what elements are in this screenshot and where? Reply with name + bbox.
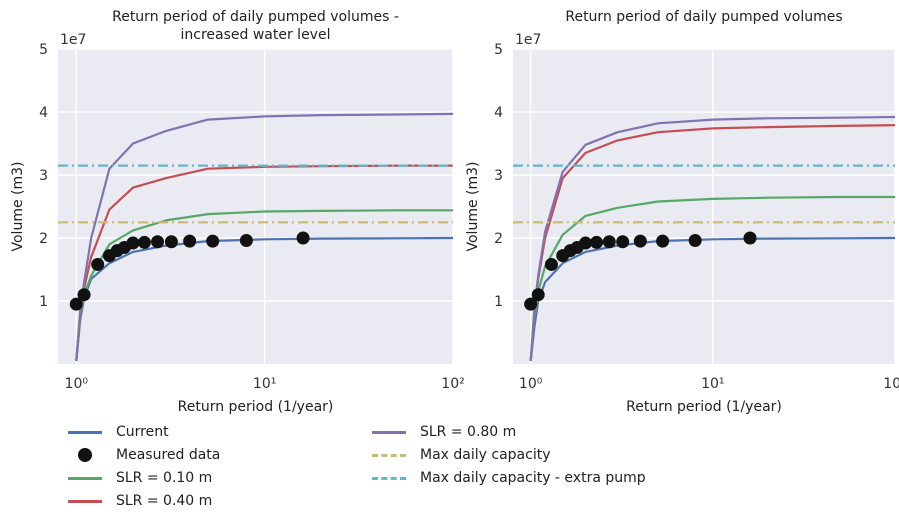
plot-area bbox=[58, 49, 453, 364]
legend-item-slr-080: SLR = 0.80 m bbox=[372, 420, 646, 443]
data-point-measured-data bbox=[616, 235, 630, 249]
data-point-measured-data bbox=[296, 231, 310, 245]
y-tick-label: 1 bbox=[39, 294, 48, 310]
chart-panel-right: 1 2 3 4 5 10⁰ 10¹ 10² 1e7 Return period of daily … bbox=[465, 9, 899, 415]
data-point-measured-data bbox=[77, 288, 91, 302]
y-offset-label: 1e7 bbox=[515, 32, 541, 48]
x-axis-label: Return period (1/year) bbox=[178, 399, 334, 415]
chart-title-line: Return period of daily pumped volumes bbox=[565, 9, 842, 25]
y-tick-label: 5 bbox=[39, 42, 48, 58]
legend-swatch-max-daily-capacity-extra-pump bbox=[372, 472, 406, 484]
x-tick-label: 10² bbox=[441, 376, 464, 392]
legend-item-max-daily-capacity: Max daily capacity bbox=[372, 443, 646, 466]
data-point-measured-data bbox=[206, 234, 220, 248]
data-point-measured-data bbox=[578, 236, 592, 250]
plot-area bbox=[513, 49, 895, 364]
y-tick-label: 3 bbox=[494, 168, 503, 184]
data-point-measured-data bbox=[544, 257, 558, 271]
legend-item-measured-data: Measured data bbox=[68, 443, 220, 466]
x-tick-label: 10² bbox=[883, 376, 899, 392]
data-point-measured-data bbox=[688, 234, 702, 248]
y-axis-label: Volume (m3) bbox=[10, 162, 26, 252]
data-point-measured-data bbox=[524, 297, 538, 311]
data-point-measured-data bbox=[531, 288, 545, 302]
y-tick-label: 1 bbox=[494, 294, 503, 310]
legend-swatch-current bbox=[68, 426, 102, 438]
data-point-measured-data bbox=[91, 257, 105, 271]
data-point-measured-data bbox=[126, 236, 140, 250]
y-tick-label: 2 bbox=[39, 231, 48, 247]
series-line-slr-0-80-m bbox=[529, 115, 895, 361]
data-point-measured-data bbox=[164, 235, 178, 249]
data-point-measured-data bbox=[137, 235, 151, 249]
legend-label-current: Current bbox=[116, 423, 169, 440]
series-line-slr-0-80-m bbox=[75, 112, 453, 361]
legend-item-slr-010: SLR = 0.10 m bbox=[68, 466, 220, 489]
chart-title-line: increased water level bbox=[181, 27, 331, 43]
legend-swatch-max-daily-capacity bbox=[372, 449, 406, 461]
legend-swatch-measured-data bbox=[68, 447, 102, 462]
legend-item-slr-040: SLR = 0.40 m bbox=[68, 489, 220, 512]
legend-swatch-slr-040 bbox=[68, 495, 102, 507]
y-axis-label: Volume (m3) bbox=[465, 162, 481, 252]
legend-item-current: Current bbox=[68, 420, 220, 443]
data-point-measured-data bbox=[151, 235, 165, 249]
x-tick-label: 10⁰ bbox=[65, 376, 89, 392]
legend-label-slr-040: SLR = 0.40 m bbox=[116, 492, 213, 509]
legend-swatch-slr-080 bbox=[372, 426, 406, 438]
y-tick-label: 5 bbox=[494, 42, 503, 58]
chart-title: Return period of daily pumped volumes - i… bbox=[112, 9, 399, 43]
data-point-measured-data bbox=[633, 234, 647, 248]
data-point-measured-data bbox=[743, 231, 757, 245]
y-offset-label: 1e7 bbox=[60, 32, 86, 48]
data-point-measured-data bbox=[656, 234, 670, 248]
series-layer bbox=[513, 115, 895, 362]
series-layer bbox=[58, 112, 453, 362]
y-tick-label: 3 bbox=[39, 168, 48, 184]
chart-title: Return period of daily pumped volumes bbox=[565, 9, 842, 25]
data-point-measured-data bbox=[590, 235, 604, 249]
x-tick-label: 10¹ bbox=[701, 376, 724, 392]
chart-title-line: Return period of daily pumped volumes - bbox=[112, 9, 399, 25]
legend-swatch-slr-010 bbox=[68, 472, 102, 484]
x-axis-label: Return period (1/year) bbox=[626, 399, 782, 415]
legend-label-measured-data: Measured data bbox=[116, 446, 221, 463]
data-point-measured-data bbox=[239, 234, 253, 248]
series-line-current bbox=[529, 236, 895, 362]
legend-label-slr-080: SLR = 0.80 m bbox=[420, 423, 517, 440]
legend-label-max-daily-capacity: Max daily capacity bbox=[420, 446, 551, 463]
x-tick-label: 10¹ bbox=[253, 376, 276, 392]
data-point-measured-data bbox=[69, 297, 83, 311]
legend-column-1: Current Measured data SLR = 0.10 m SLR =… bbox=[68, 420, 220, 512]
y-tick-label: 4 bbox=[494, 105, 503, 121]
legend-item-max-daily-capacity-extra-pump: Max daily capacity - extra pump bbox=[372, 466, 646, 489]
legend-label-slr-010: SLR = 0.10 m bbox=[116, 469, 213, 486]
chart-panel-left: 1 2 3 4 5 10⁰ 10¹ 10² 1e7 Return period of daily … bbox=[10, 9, 465, 415]
data-point-measured-data bbox=[183, 234, 197, 248]
legend-column-2: SLR = 0.80 m Max daily capacity Max dail… bbox=[372, 420, 646, 489]
legend-label-max-daily-capacity-extra-pump: Max daily capacity - extra pump bbox=[420, 469, 646, 486]
y-tick-label: 4 bbox=[39, 105, 48, 121]
y-tick-label: 2 bbox=[494, 231, 503, 247]
x-tick-label: 10⁰ bbox=[519, 376, 543, 392]
data-point-measured-data bbox=[602, 235, 616, 249]
